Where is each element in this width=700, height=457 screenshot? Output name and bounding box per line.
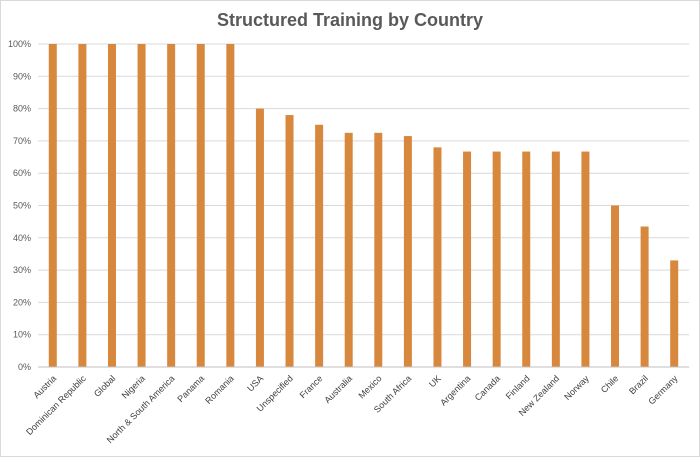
y-tick-label: 80%	[13, 104, 31, 114]
bar	[167, 44, 176, 367]
bar	[285, 115, 294, 367]
y-tick-label: 70%	[13, 136, 31, 146]
bar	[522, 151, 531, 367]
bar	[640, 226, 649, 367]
bar	[48, 44, 57, 367]
y-tick-label: 60%	[13, 168, 31, 178]
x-category-label: Norway	[562, 373, 591, 402]
bar	[226, 44, 235, 367]
bar	[492, 151, 501, 367]
x-category-label: Canada	[473, 373, 502, 402]
y-tick-label: 40%	[13, 233, 31, 243]
x-category-label: Romania	[203, 373, 236, 406]
x-category-label: Dominican Republic	[24, 373, 88, 437]
x-category-label: Australia	[322, 373, 354, 405]
y-tick-label: 30%	[13, 265, 31, 275]
x-category-label: USA	[245, 373, 265, 393]
bar	[196, 44, 205, 367]
x-category-label: France	[298, 373, 325, 400]
bar	[137, 44, 146, 367]
y-tick-label: 20%	[13, 297, 31, 307]
bar	[551, 151, 560, 367]
x-category-label: Austria	[31, 373, 58, 400]
bar	[315, 124, 324, 367]
x-category-label: Argentina	[438, 373, 472, 407]
bar	[611, 205, 620, 367]
bar	[344, 132, 353, 367]
bar	[255, 108, 264, 367]
x-category-label: Nigeria	[120, 373, 147, 400]
x-category-label: Global	[92, 373, 117, 398]
x-category-label: Brazil	[627, 373, 650, 396]
y-tick-label: 90%	[13, 71, 31, 81]
bar	[581, 151, 590, 367]
bar	[107, 44, 116, 367]
bar	[374, 132, 383, 367]
x-category-label: Panama	[175, 373, 206, 404]
gridlines	[38, 43, 689, 336]
bars	[48, 44, 679, 367]
bar	[78, 44, 87, 367]
x-category-label: Germany	[646, 373, 680, 407]
x-category-label: UK	[427, 373, 443, 389]
x-category-label: Chile	[599, 373, 621, 395]
bar	[433, 147, 442, 367]
y-tick-label: 10%	[13, 330, 31, 340]
chart-title: Structured Training by Country	[216, 10, 484, 30]
bar	[403, 136, 412, 367]
bar	[670, 260, 679, 367]
y-tick-label: 50%	[13, 201, 31, 211]
bar	[463, 151, 472, 367]
x-category-label: Mexico	[356, 373, 383, 400]
y-tick-label: 100%	[8, 39, 31, 49]
y-tick-label: 0%	[18, 362, 31, 372]
x-category-label: Finland	[504, 373, 532, 401]
